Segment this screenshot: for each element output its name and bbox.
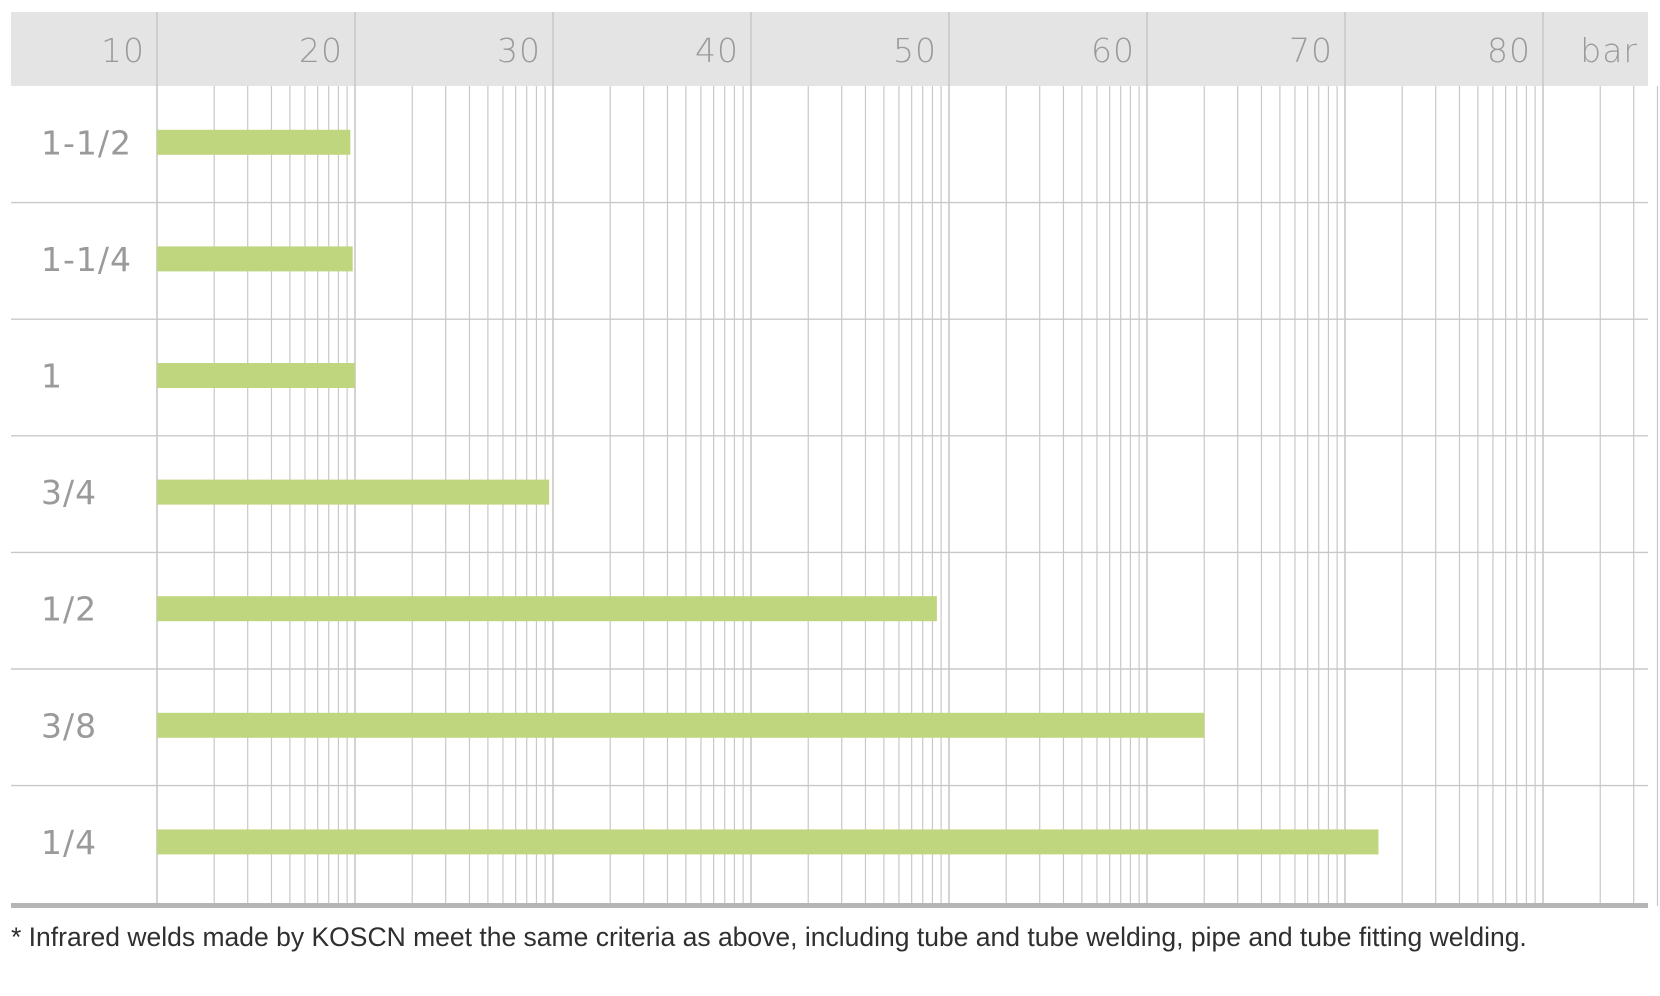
category-label: 1/4 [41, 823, 97, 862]
chart-baseline [11, 903, 1648, 908]
x-tick-label: 80 [1487, 31, 1531, 70]
x-tick-label: 50 [893, 31, 937, 70]
bar-1-1-2 [157, 129, 351, 155]
category-label: 1-1/4 [41, 240, 132, 279]
bar-1-4 [157, 829, 1379, 855]
bar-3-8 [157, 712, 1205, 738]
bar-1 [157, 363, 355, 388]
x-tick-label: 70 [1289, 31, 1333, 70]
bar-layer [157, 129, 1379, 855]
category-label: 1 [41, 357, 63, 396]
label-layer: 10 20 30 40 50 60 70 80 bar 1-1/2 1-1/4 1 3/4 1/2 3/8 1… [41, 31, 1638, 862]
x-tick-label: 10 [101, 31, 145, 70]
header-band-layer [11, 12, 1648, 86]
x-tick-label: 60 [1091, 31, 1135, 70]
category-label: 1-1/2 [41, 123, 132, 162]
x-tick-label: 30 [497, 31, 541, 70]
category-label: 1/2 [41, 590, 97, 629]
footnote: * Infrared welds made by KOSCN meet the … [11, 922, 1527, 952]
bar-1-2 [157, 596, 937, 622]
category-label: 3/4 [41, 473, 97, 512]
category-label: 3/8 [41, 706, 97, 745]
x-tick-label: 40 [695, 31, 739, 70]
bar-3-4 [157, 479, 550, 505]
pressure-rating-chart: 10 20 30 40 50 60 70 80 bar 1-1/2 1-1/4 1 3/4 1/2 3/8 1… [11, 12, 1659, 908]
x-unit-label: bar [1580, 31, 1638, 70]
header-band [11, 12, 1648, 86]
bar-1-1-4 [157, 246, 353, 272]
x-tick-label: 20 [299, 31, 343, 70]
